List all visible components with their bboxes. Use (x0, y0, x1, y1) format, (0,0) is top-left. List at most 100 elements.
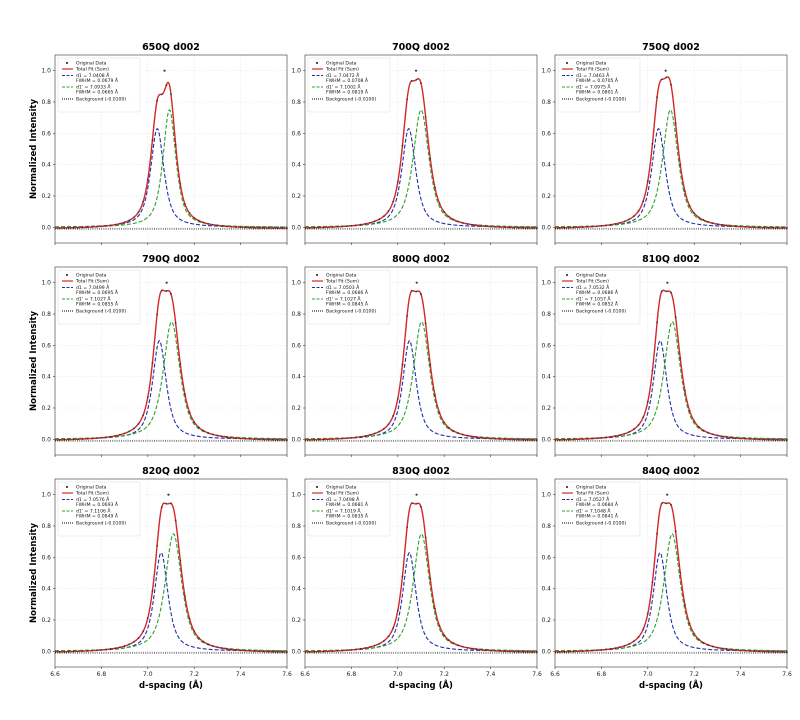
plot-frame (554, 478, 788, 668)
y-axis-label: Normalized Intensity (29, 311, 39, 411)
data-point (81, 438, 84, 440)
data-point (91, 437, 94, 440)
legend-fwhm1: FWHM = 0.0705 Å (576, 77, 619, 84)
peak-d1prime-curve (554, 109, 788, 228)
data-point (327, 226, 330, 229)
data-point (128, 219, 131, 222)
data-point (609, 647, 612, 650)
data-point (331, 226, 334, 228)
data-point (522, 650, 524, 653)
data-point (369, 434, 371, 436)
data-point (68, 438, 70, 441)
y-tick-label: 0.8 (541, 311, 551, 318)
data-point (216, 646, 219, 649)
legend-box (307, 481, 391, 537)
data-point (614, 435, 617, 437)
data-point (595, 437, 598, 440)
data-point (485, 437, 487, 440)
data-point (77, 650, 80, 653)
peak-d1prime-curve (304, 109, 538, 228)
y-tick-label: 1.0 (41, 280, 51, 287)
peak-d1-curve (555, 551, 788, 652)
data-point (568, 226, 570, 229)
data-point (447, 639, 450, 642)
x-tick-label: 7.4 (736, 671, 746, 678)
data-point (100, 649, 103, 651)
data-point (81, 226, 84, 229)
data-point (345, 437, 348, 440)
data-point (735, 437, 737, 439)
data-point (160, 93, 163, 96)
x-tick-label: 7.4 (486, 671, 496, 678)
data-point (424, 536, 427, 539)
data-point (730, 648, 733, 651)
data-point (151, 361, 154, 364)
legend-d1prime: d1' = 7.0975 Å (576, 84, 611, 91)
panel-7: 820Q d002 0.0 0.2 0.4 0.6 0.8 1.0 6.6 6.8 7.0 7.2 7… (29, 466, 292, 691)
y-tick-label: 1.0 (541, 492, 551, 499)
y-tick-label: 1.0 (291, 492, 301, 499)
data-point (142, 200, 145, 203)
data-point (735, 649, 737, 651)
data-point (665, 76, 668, 79)
data-point (235, 226, 237, 228)
data-point (480, 224, 483, 227)
data-point (666, 493, 669, 496)
legend-fwhm1: FWHM = 0.0684 Å (576, 501, 619, 508)
data-point (142, 414, 145, 417)
x-tick-label: 7.0 (393, 671, 403, 678)
legend-fwhm1: FWHM = 0.0686 Å (326, 289, 369, 296)
data-point (563, 650, 566, 653)
data-point (68, 226, 70, 229)
data-point (434, 607, 436, 610)
data-point (679, 357, 682, 360)
data-point (600, 436, 603, 439)
legend-background: Background (-0.0100) (326, 309, 376, 315)
legend-total-fit: Total Fit (Sum) (325, 279, 359, 285)
data-point (424, 322, 427, 325)
data-point (184, 595, 186, 598)
data-point (693, 212, 696, 215)
data-point (276, 650, 279, 653)
data-point (123, 645, 126, 647)
data-point (494, 225, 497, 228)
data-point (387, 210, 390, 213)
data-point (114, 434, 117, 437)
data-point (697, 426, 700, 428)
legend-background: Background (-0.0100) (576, 97, 626, 103)
data-point (600, 649, 603, 651)
data-point (105, 648, 107, 651)
legend-background: Background (-0.0100) (76, 97, 126, 103)
panel-title: 800Q d002 (392, 254, 450, 265)
data-point (748, 438, 751, 440)
data-point (197, 219, 200, 222)
y-axis-label: Normalized Intensity (29, 523, 39, 623)
data-point (331, 650, 334, 652)
data-point (702, 219, 705, 221)
data-point (558, 650, 561, 653)
data-point (327, 438, 330, 441)
data-point (58, 227, 61, 229)
data-point (86, 649, 89, 652)
data-point (517, 438, 520, 441)
y-tick-label: 1.0 (41, 492, 51, 499)
data-point (480, 436, 483, 439)
y-tick-label: 0.2 (41, 617, 51, 624)
legend-box (57, 481, 141, 537)
data-point (642, 628, 645, 631)
data-point (406, 98, 408, 101)
data-point (322, 650, 325, 653)
x-tick-label: 6.8 (97, 671, 107, 678)
data-point (123, 432, 126, 435)
data-point (119, 433, 121, 436)
data-point (396, 181, 399, 183)
data-point (438, 202, 441, 205)
data-point (772, 650, 774, 653)
y-tick-label: 0.6 (541, 342, 551, 349)
data-point (281, 650, 284, 653)
data-point (253, 226, 256, 229)
